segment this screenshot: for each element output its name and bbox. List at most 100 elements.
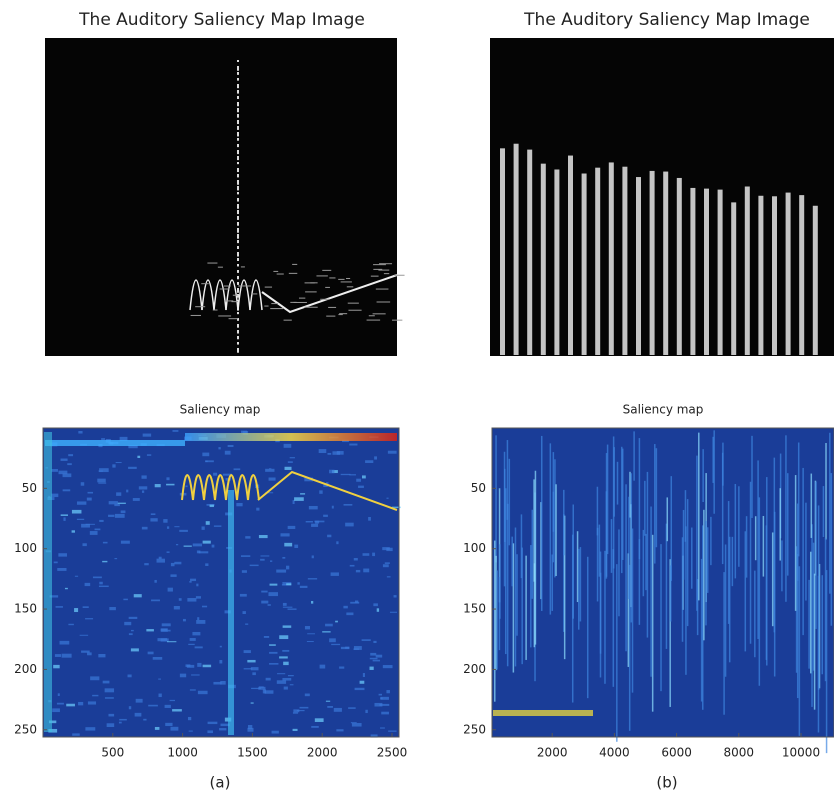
blob: [186, 664, 195, 668]
speck: [237, 150, 239, 155]
blob: [157, 638, 168, 642]
blob: [265, 492, 274, 494]
blob: [354, 687, 365, 691]
blob: [264, 690, 274, 694]
blob: [386, 497, 389, 499]
blob: [239, 593, 247, 597]
streak: [621, 446, 623, 574]
x-tick-label: 4000: [599, 746, 630, 760]
blob: [170, 726, 179, 731]
blob: [128, 706, 132, 710]
blob: [166, 526, 170, 529]
speck: [237, 288, 239, 293]
speck: [290, 301, 297, 303]
speck: [237, 240, 239, 244]
blob: [242, 430, 249, 435]
streak: [682, 509, 685, 580]
blob: [353, 646, 362, 650]
blob: [115, 462, 122, 464]
blob: [325, 623, 333, 627]
blob: [351, 723, 362, 727]
blob: [365, 460, 374, 463]
blob: [54, 654, 62, 657]
blob: [327, 452, 332, 455]
speck: [237, 234, 239, 239]
blob: [78, 431, 83, 434]
streak: [604, 550, 606, 684]
arc: [203, 474, 216, 501]
stripe: [772, 196, 777, 355]
blob: [120, 540, 130, 544]
blob: [258, 686, 266, 690]
streak: [552, 491, 555, 563]
blob: [339, 666, 345, 669]
speck: [288, 272, 298, 274]
x-tick-label: 2000: [307, 746, 338, 760]
blob: [118, 721, 122, 724]
speck: [237, 318, 239, 321]
streak: [612, 549, 615, 687]
speck: [251, 293, 258, 295]
blob: [245, 623, 249, 625]
blob: [213, 525, 222, 527]
speck: [368, 315, 375, 317]
image-title: The Auditory Saliency Map Image: [523, 10, 810, 30]
axes-frame: [491, 427, 834, 738]
heatmap-content: [493, 430, 833, 754]
streak: [598, 524, 601, 577]
blob: [258, 535, 268, 539]
speck: [207, 262, 218, 264]
streak: [506, 440, 509, 520]
stripe: [731, 202, 737, 355]
blob: [336, 451, 344, 455]
blob: [247, 727, 254, 732]
blob: [150, 518, 158, 522]
blob: [319, 490, 323, 494]
streak: [830, 473, 833, 626]
blob: [89, 531, 98, 535]
blob: [362, 553, 370, 556]
blob: [382, 547, 390, 551]
blob: [269, 651, 278, 654]
speck: [237, 144, 239, 148]
stripe: [595, 167, 601, 355]
blob: [57, 567, 67, 571]
streak: [586, 556, 589, 699]
blob: [185, 485, 188, 488]
arc: [236, 474, 249, 501]
ticks: 50 100 150 200 250 500 1000 1500 2000 2500 50 100 15…: [14, 481, 820, 760]
blob: [250, 702, 254, 704]
blob: [332, 470, 338, 474]
blob: [174, 526, 180, 528]
speck: [212, 309, 218, 311]
blob: [151, 599, 160, 602]
blob: [284, 542, 293, 547]
blob: [211, 544, 215, 548]
speck: [237, 276, 239, 280]
speck: [320, 298, 330, 300]
speck: [293, 301, 307, 303]
streak: [549, 443, 552, 615]
blob: [148, 704, 158, 707]
speck: [237, 156, 239, 161]
streak: [628, 496, 630, 600]
blob: [294, 497, 304, 501]
blob: [63, 517, 66, 521]
blob: [130, 648, 139, 652]
blob: [265, 677, 271, 681]
blob: [128, 616, 138, 619]
blob: [350, 601, 360, 604]
blob: [261, 590, 268, 593]
y-tick-label: 150: [463, 602, 486, 616]
blob: [191, 674, 200, 676]
streak: [504, 468, 506, 543]
streak: [642, 529, 645, 597]
blob: [323, 514, 328, 517]
blob: [48, 728, 58, 733]
blob: [218, 447, 221, 450]
streak: [563, 515, 566, 660]
blob: [94, 528, 101, 531]
stripe: [649, 170, 655, 355]
streak: [638, 438, 641, 560]
speck: [237, 96, 239, 99]
